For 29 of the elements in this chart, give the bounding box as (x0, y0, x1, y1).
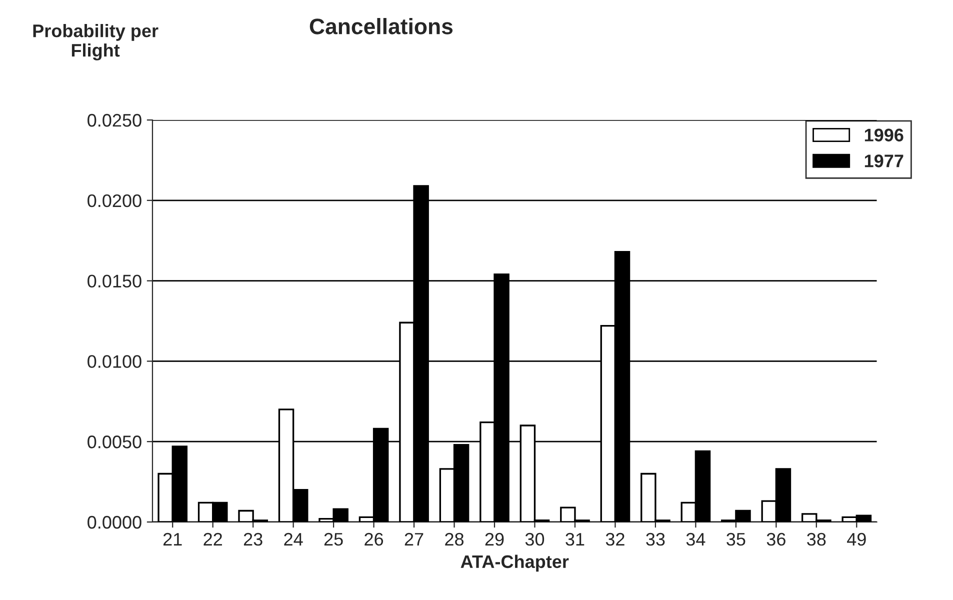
y-tick-label: 0.0000 (88, 516, 142, 529)
x-tick-label: 22 (204, 532, 222, 546)
x-tick-label: 24 (284, 532, 303, 546)
x-tick-label: 26 (364, 532, 384, 546)
y-tick-label: 0.0050 (88, 436, 142, 448)
x-tick-label: 28 (445, 532, 464, 546)
x-tick-label: 33 (646, 532, 665, 546)
x-tick-label: 36 (766, 532, 786, 546)
y-axis-title: Probability per Flight (33, 24, 158, 60)
legend-label: 1996 (864, 128, 904, 142)
x-tick-label: 32 (606, 532, 624, 546)
x-tick-label: 23 (244, 532, 262, 546)
x-tick-label: 35 (726, 532, 746, 546)
legend-label: 1977 (864, 154, 904, 168)
x-axis-title: ATA-Chapter (460, 554, 569, 572)
y-tick-label: 0.0150 (88, 274, 142, 288)
x-tick-label: 31 (566, 532, 584, 546)
x-tick-label: 29 (485, 532, 504, 546)
y-tick-label: 0.0100 (88, 355, 142, 368)
chart-title: Cancellations (310, 18, 453, 34)
x-tick-label: 21 (163, 532, 182, 546)
x-tick-label: 30 (525, 532, 544, 546)
y-tick-label: 0.0200 (88, 194, 142, 208)
x-tick-label: 34 (686, 532, 706, 546)
x-tick-label: 27 (404, 532, 424, 546)
x-tick-label: 38 (807, 532, 826, 546)
x-tick-label: 25 (324, 532, 343, 546)
x-tick-label: 49 (847, 532, 866, 546)
y-tick-label: 0.0250 (88, 114, 142, 127)
